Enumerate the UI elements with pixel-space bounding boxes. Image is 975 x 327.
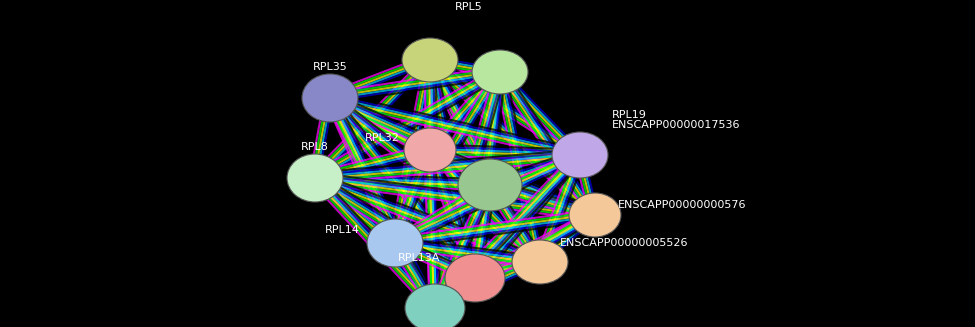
- Text: RPL19: RPL19: [612, 110, 646, 120]
- Ellipse shape: [404, 128, 456, 172]
- Text: ENSCAPP00000000576: ENSCAPP00000000576: [618, 200, 747, 210]
- Text: RPL5: RPL5: [455, 2, 483, 12]
- Text: RPL8: RPL8: [301, 142, 329, 152]
- Text: RPL14: RPL14: [325, 225, 360, 235]
- Text: RPL32: RPL32: [365, 133, 400, 143]
- Ellipse shape: [512, 240, 568, 284]
- Text: ENSCAPP00000005526: ENSCAPP00000005526: [560, 238, 688, 248]
- Ellipse shape: [472, 50, 528, 94]
- Ellipse shape: [302, 74, 358, 122]
- Ellipse shape: [458, 159, 522, 211]
- Text: ENSCAPP00000004781: ENSCAPP00000004781: [455, 0, 584, 2]
- Ellipse shape: [287, 154, 343, 202]
- Ellipse shape: [405, 284, 465, 327]
- Ellipse shape: [569, 193, 621, 237]
- Ellipse shape: [402, 38, 458, 82]
- Text: RPL13A: RPL13A: [398, 253, 440, 263]
- Ellipse shape: [445, 254, 505, 302]
- Text: ENSCAPP00000017536: ENSCAPP00000017536: [612, 120, 740, 130]
- Text: RPL35: RPL35: [313, 62, 347, 72]
- Ellipse shape: [552, 132, 608, 178]
- Ellipse shape: [367, 219, 423, 267]
